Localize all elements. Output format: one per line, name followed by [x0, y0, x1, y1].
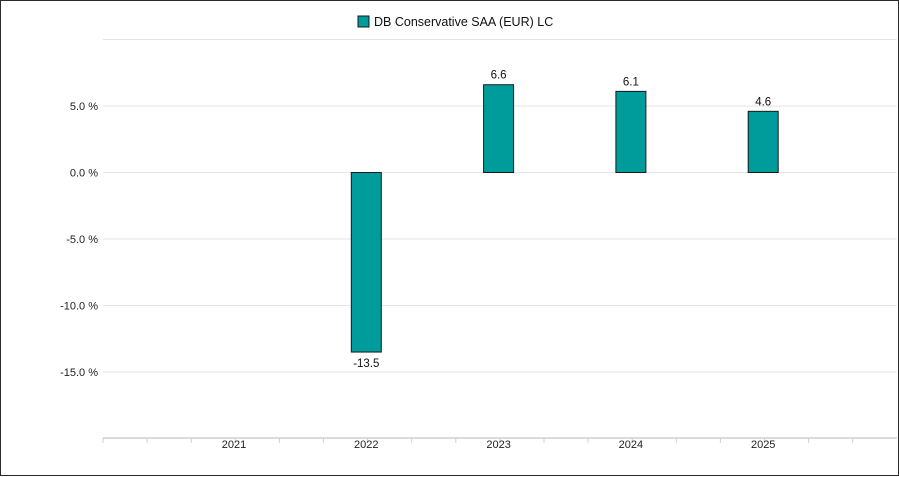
bar [615, 90, 647, 173]
y-tick-label: -5.0 % [66, 234, 98, 246]
x-tick-label: 2021 [222, 439, 246, 451]
x-tick-label: 2022 [354, 439, 378, 451]
y-tick-labels: 5.0 % 0.0 % -5.0 % -10.0 % -15.0 % [60, 101, 98, 379]
y-tick-label: -10.0 % [60, 301, 98, 313]
data-label: 6.6 [491, 70, 507, 82]
bar [483, 84, 515, 173]
x-tick-labels: 2021 2022 2023 2024 2025 [222, 439, 776, 451]
data-label: 4.6 [755, 96, 771, 108]
legend: DB Conservative SAA (EUR) LC [357, 15, 553, 29]
bar [350, 172, 382, 353]
data-label: 6.1 [623, 76, 639, 88]
y-tick-label: 0.0 % [70, 168, 98, 180]
data-labels: -13.5 6.6 6.1 4.6 [353, 70, 771, 370]
x-tick-label: 2023 [486, 439, 510, 451]
legend-label: DB Conservative SAA (EUR) LC [374, 15, 553, 29]
x-tick-label: 2025 [751, 439, 775, 451]
data-label: -13.5 [353, 358, 379, 370]
y-tick-label: 5.0 % [70, 101, 98, 113]
x-tick-label: 2024 [619, 439, 643, 451]
bar [747, 110, 779, 173]
y-tick-label: -15.0 % [60, 367, 98, 379]
bars [350, 84, 779, 353]
x-axis [102, 437, 897, 443]
legend-swatch [357, 15, 370, 28]
